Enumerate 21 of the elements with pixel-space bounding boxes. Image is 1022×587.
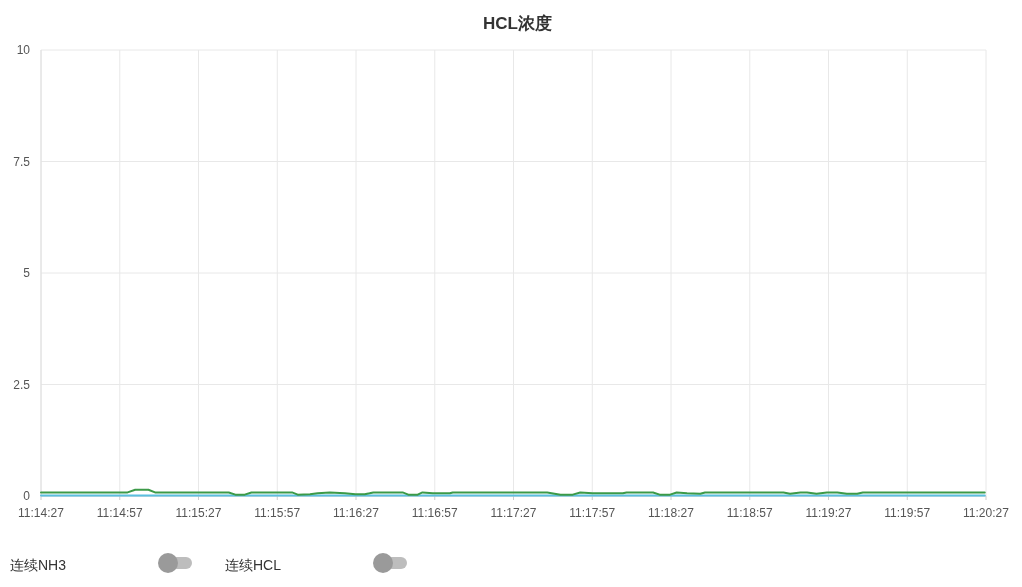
x-tick-label: 11:14:27 (18, 506, 65, 520)
x-tick-label: 11:17:57 (569, 506, 616, 520)
x-tick-label: 11:16:27 (333, 506, 380, 520)
x-tick-label: 11:17:27 (490, 506, 537, 520)
y-tick-label: 2.5 (13, 377, 31, 392)
x-tick-label: 11:16:57 (411, 506, 458, 520)
text: 连续NH3 (10, 557, 67, 573)
y-tick-label: 5 (23, 266, 31, 280)
x-tick-label: 11:15:57 (254, 506, 301, 520)
x-tick-label: 11:18:57 (726, 506, 773, 520)
text: 连续HCL (225, 557, 282, 573)
x-tick-label: 11:19:27 (805, 506, 852, 520)
x-tick-label: 11:20:27 (963, 506, 1010, 520)
x-tick-label: 11:14:57 (96, 506, 143, 520)
y-tick-label: 10 (16, 43, 31, 57)
x-tick-label: 11:19:57 (884, 506, 931, 520)
x-tick-label: 11:18:27 (648, 506, 695, 520)
y-tick-label: 7.5 (13, 154, 31, 169)
chart-title: HCL浓度 (483, 14, 552, 33)
y-tick-label: 0 (23, 489, 31, 503)
x-tick-label: 11:15:27 (175, 506, 222, 520)
